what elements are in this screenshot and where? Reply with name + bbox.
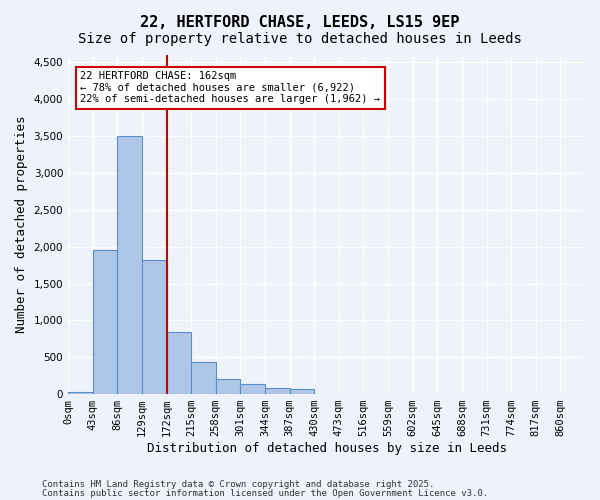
Text: Size of property relative to detached houses in Leeds: Size of property relative to detached ho…	[78, 32, 522, 46]
Text: Contains HM Land Registry data © Crown copyright and database right 2025.: Contains HM Land Registry data © Crown c…	[42, 480, 434, 489]
Bar	[241, 384, 265, 394]
Bar	[191, 362, 216, 394]
Text: Contains public sector information licensed under the Open Government Licence v3: Contains public sector information licen…	[42, 488, 488, 498]
Bar	[167, 332, 191, 394]
Bar	[68, 392, 92, 394]
Bar	[216, 380, 241, 394]
Bar	[265, 388, 290, 394]
Bar	[290, 388, 314, 394]
Text: 22 HERTFORD CHASE: 162sqm
← 78% of detached houses are smaller (6,922)
22% of se: 22 HERTFORD CHASE: 162sqm ← 78% of detac…	[80, 71, 380, 104]
Bar	[92, 250, 117, 394]
Bar	[117, 136, 142, 394]
Y-axis label: Number of detached properties: Number of detached properties	[15, 116, 28, 334]
X-axis label: Distribution of detached houses by size in Leeds: Distribution of detached houses by size …	[146, 442, 506, 455]
Bar	[142, 260, 167, 394]
Text: 22, HERTFORD CHASE, LEEDS, LS15 9EP: 22, HERTFORD CHASE, LEEDS, LS15 9EP	[140, 15, 460, 30]
